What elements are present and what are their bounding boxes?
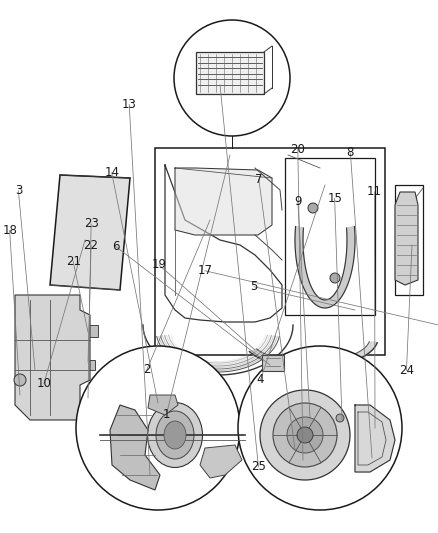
Text: 10: 10 xyxy=(36,377,51,390)
Bar xyxy=(80,360,95,370)
Bar xyxy=(262,355,284,371)
Circle shape xyxy=(297,427,313,443)
Text: 18: 18 xyxy=(2,224,17,237)
Circle shape xyxy=(336,414,344,422)
Circle shape xyxy=(76,346,240,510)
Bar xyxy=(196,52,264,94)
Polygon shape xyxy=(200,445,242,478)
Text: 24: 24 xyxy=(399,364,414,377)
Circle shape xyxy=(330,273,340,283)
Circle shape xyxy=(95,395,105,405)
Polygon shape xyxy=(395,192,418,285)
Text: 6: 6 xyxy=(112,240,120,253)
Circle shape xyxy=(238,346,402,510)
Circle shape xyxy=(174,20,290,136)
Text: 4: 4 xyxy=(257,373,265,386)
Circle shape xyxy=(14,374,26,386)
Text: 1: 1 xyxy=(162,408,170,421)
Ellipse shape xyxy=(148,402,202,467)
Bar xyxy=(155,148,385,355)
Text: 3: 3 xyxy=(15,184,22,197)
Ellipse shape xyxy=(156,411,194,459)
Text: 25: 25 xyxy=(251,461,266,473)
Text: 19: 19 xyxy=(152,259,166,271)
Polygon shape xyxy=(15,295,90,420)
Text: 17: 17 xyxy=(198,264,212,277)
Ellipse shape xyxy=(164,421,186,449)
Text: 15: 15 xyxy=(327,192,342,205)
Polygon shape xyxy=(249,342,377,368)
Polygon shape xyxy=(295,227,355,308)
Polygon shape xyxy=(355,405,395,472)
Text: 2: 2 xyxy=(143,364,151,376)
Text: 20: 20 xyxy=(290,143,305,156)
Text: 7: 7 xyxy=(255,173,263,186)
Bar xyxy=(395,185,423,295)
Circle shape xyxy=(308,203,318,213)
Text: 21: 21 xyxy=(66,255,81,268)
Bar xyxy=(285,158,375,315)
Circle shape xyxy=(287,417,323,453)
Text: 14: 14 xyxy=(104,166,119,179)
Polygon shape xyxy=(110,405,160,490)
Text: 5: 5 xyxy=(251,280,258,293)
Polygon shape xyxy=(175,168,272,235)
Bar xyxy=(80,325,98,337)
Text: 22: 22 xyxy=(84,239,99,252)
Polygon shape xyxy=(50,175,130,290)
Circle shape xyxy=(260,390,350,480)
Text: 23: 23 xyxy=(84,217,99,230)
Text: 8: 8 xyxy=(347,147,354,159)
Text: 9: 9 xyxy=(294,195,302,208)
Text: 13: 13 xyxy=(122,98,137,111)
Circle shape xyxy=(273,403,337,467)
Polygon shape xyxy=(148,395,178,415)
Text: 11: 11 xyxy=(367,185,382,198)
